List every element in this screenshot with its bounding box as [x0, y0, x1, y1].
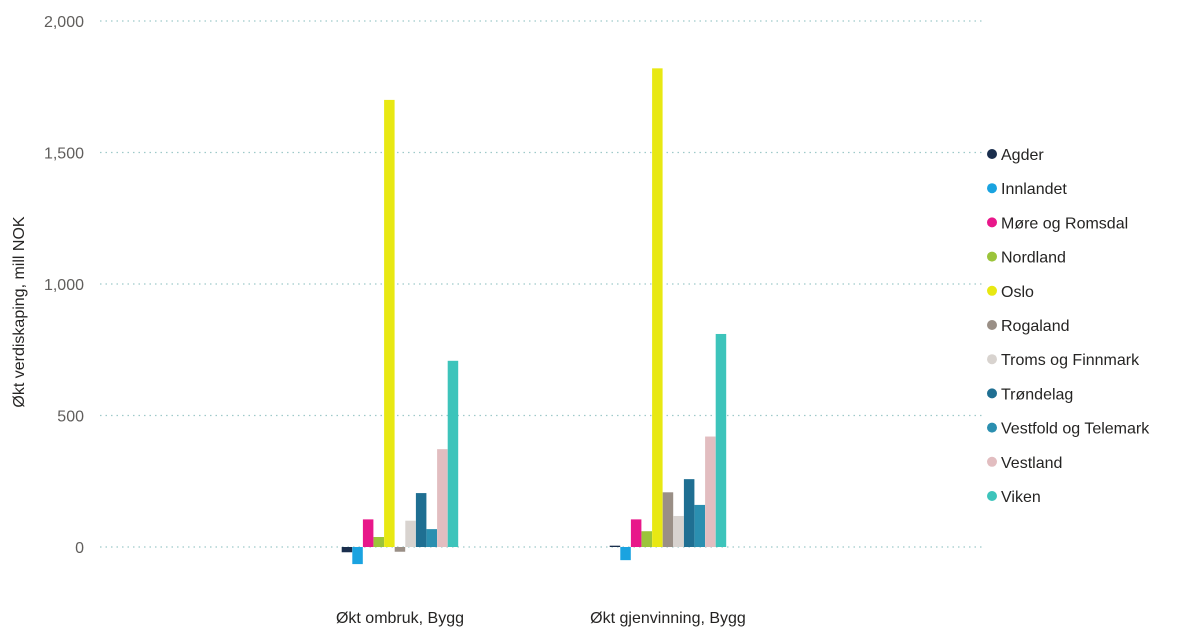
bar[interactable]	[384, 99, 395, 548]
bar[interactable]	[352, 547, 363, 565]
legend-marker	[987, 217, 997, 228]
legend-label: Møre og Romsdal	[1001, 215, 1128, 232]
legend-label: Oslo	[1001, 284, 1034, 301]
bar[interactable]	[341, 547, 353, 553]
bar[interactable]	[641, 531, 653, 547]
y-tick-label: 0	[75, 540, 84, 557]
y-tick-label: 1,000	[44, 277, 84, 294]
legend-item[interactable]: Troms og Finnmark	[987, 352, 1140, 369]
bar[interactable]	[620, 547, 631, 561]
legend-item[interactable]: Vestfold og Telemark	[987, 421, 1150, 438]
bar[interactable]	[426, 529, 438, 547]
bar[interactable]	[715, 333, 727, 547]
bar[interactable]	[362, 519, 374, 547]
bar[interactable]	[394, 547, 406, 552]
legend-marker	[987, 354, 997, 365]
legend-item[interactable]: Agder	[987, 147, 1044, 164]
legend-item[interactable]: Vestland	[987, 455, 1062, 472]
gridlines	[100, 20, 985, 548]
legend-label: Vestland	[1001, 455, 1062, 472]
bar[interactable]	[437, 449, 448, 547]
x-tick-label: Økt gjenvinning, Bygg	[590, 610, 746, 627]
legend-label: Viken	[1001, 489, 1041, 506]
legend: Agder Innlandet Møre og Romsdal Nordland Osl…	[987, 147, 1150, 506]
legend-item[interactable]: Nordland	[987, 250, 1066, 267]
bars	[341, 68, 727, 565]
legend-item[interactable]: Oslo	[987, 284, 1034, 301]
legend-item[interactable]: Rogaland	[987, 318, 1070, 335]
bar[interactable]	[415, 493, 427, 547]
legend-marker	[987, 456, 997, 467]
y-axis-ticks: 0 500 1,000 1,500 2,000	[44, 14, 84, 557]
x-axis-ticks: Økt ombruk, Bygg Økt gjenvinning, Bygg	[336, 610, 746, 627]
y-tick-label: 2,000	[44, 14, 84, 31]
y-tick-label: 500	[57, 409, 84, 426]
legend-marker	[987, 149, 997, 159]
legend-item[interactable]: Trøndelag	[987, 386, 1073, 403]
legend-item[interactable]: Viken	[987, 489, 1041, 506]
bar[interactable]	[447, 360, 459, 547]
bar[interactable]	[652, 68, 663, 547]
bar[interactable]	[630, 519, 642, 547]
bar[interactable]	[673, 515, 684, 547]
bar[interactable]	[694, 504, 706, 547]
legend-marker	[987, 183, 997, 194]
legend-label: Rogaland	[1001, 318, 1070, 335]
bar[interactable]	[405, 520, 416, 547]
legend-label: Vestfold og Telemark	[1001, 421, 1150, 438]
legend-label: Nordland	[1001, 250, 1066, 267]
legend-marker	[987, 320, 997, 330]
legend-marker	[987, 491, 997, 501]
legend-label: Agder	[1001, 147, 1044, 164]
legend-label: Innlandet	[1001, 181, 1067, 198]
legend-marker	[987, 285, 997, 296]
legend-item[interactable]: Møre og Romsdal	[987, 215, 1128, 232]
legend-item[interactable]: Innlandet	[987, 181, 1067, 198]
x-tick-label: Økt ombruk, Bygg	[336, 610, 464, 627]
y-tick-label: 1,500	[44, 146, 84, 163]
bar[interactable]	[683, 479, 695, 547]
bar[interactable]	[705, 436, 716, 547]
bar[interactable]	[662, 492, 674, 547]
legend-marker	[987, 422, 997, 433]
bar[interactable]	[373, 537, 385, 547]
legend-marker	[987, 388, 997, 399]
legend-label: Troms og Finnmark	[1001, 352, 1140, 369]
y-axis-label: Økt verdiskaping, mill NOK	[11, 216, 28, 407]
legend-marker	[987, 251, 997, 262]
legend-label: Trøndelag	[1001, 386, 1073, 403]
bar[interactable]	[609, 545, 621, 547]
